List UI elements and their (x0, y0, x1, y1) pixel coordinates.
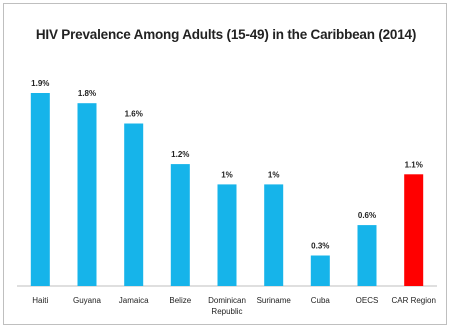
x-tick-label: Dominican (208, 296, 246, 305)
data-label: 1% (221, 170, 233, 179)
bar-car-region (404, 174, 424, 286)
bar-cuba (310, 255, 330, 286)
chart-title: HIV Prevalence Among Adults (15-49) in t… (35, 27, 417, 42)
x-tick-label: Haiti (32, 296, 48, 305)
x-tick-label: Suriname (257, 296, 292, 305)
data-label: 1.6% (125, 110, 143, 119)
data-label: 1.8% (78, 89, 96, 98)
bar-belize (170, 164, 190, 286)
bar-haiti (30, 93, 50, 286)
x-tick-label: Guyana (73, 296, 102, 305)
data-label: 1% (268, 170, 280, 179)
bar-guyana (77, 103, 97, 286)
data-label: 0.6% (358, 211, 376, 220)
x-tick-label: Jamaica (119, 296, 149, 305)
bars-group (30, 93, 424, 286)
bar-suriname (264, 184, 284, 286)
category-labels-group: Haiti Guyana Jamaica Belize Dominican Republi… (32, 296, 436, 316)
data-label: 1.1% (405, 160, 423, 169)
x-tick-label: Belize (169, 296, 191, 305)
data-label: 0.3% (311, 242, 329, 251)
x-tick-label: CAR Region (391, 296, 435, 305)
data-label: 1.2% (171, 150, 189, 159)
bar-dominican-republic (217, 184, 237, 286)
value-labels-group: 1.9% 1.8% 1.6% 1.2% 1% 1% 0.3% 0.6% 1.1% (31, 79, 423, 251)
bar-jamaica (124, 123, 144, 286)
x-tick-label: Republic (211, 307, 242, 316)
data-label: 1.9% (31, 79, 49, 88)
x-tick-label: OECS (356, 296, 379, 305)
x-tick-label: Cuba (311, 296, 331, 305)
bar-oecs (357, 225, 377, 286)
